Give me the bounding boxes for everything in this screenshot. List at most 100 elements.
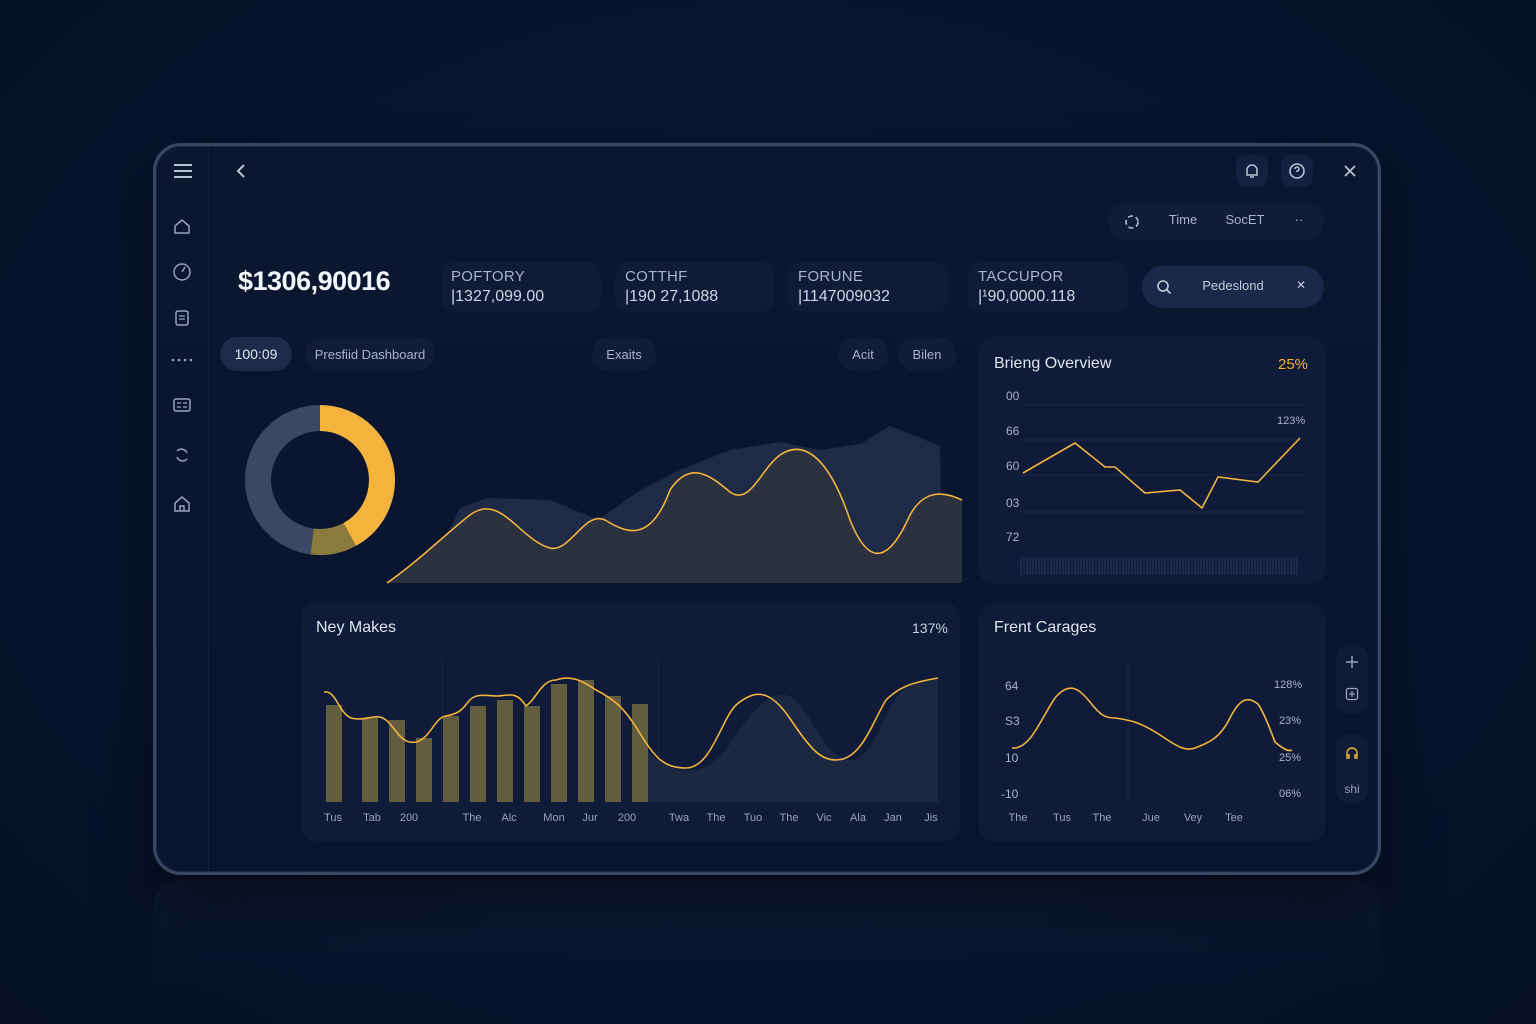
sync-icon[interactable]: [167, 440, 197, 470]
frent-line: [1011, 687, 1293, 752]
ney-makes-bar: [578, 680, 594, 802]
ney-makes-bar: [326, 705, 342, 802]
sort-toggle[interactable]: SocET: [1225, 212, 1265, 227]
stat-card[interactable]: TACCUPOR |¹90,0000.118: [968, 262, 1128, 312]
store-icon[interactable]: [167, 489, 197, 519]
refresh-icon[interactable]: [1116, 207, 1148, 237]
frent-y-label: -10: [1001, 787, 1019, 801]
ney-makes-x-label: Tab: [363, 812, 381, 824]
ney-makes-chart: [323, 658, 939, 802]
help-icon[interactable]: [1281, 155, 1313, 187]
ney-makes-x-label: Jan: [884, 812, 902, 824]
briefing-annotation: 123%: [1277, 415, 1306, 427]
export-icon[interactable]: [1338, 682, 1366, 706]
value-pill[interactable]: 100:09: [220, 337, 292, 371]
ney-makes-line: [323, 677, 939, 769]
ney-makes-x-label: Alc: [501, 812, 517, 824]
right-rail-tools: [1336, 644, 1368, 714]
ney-makes-bar: [605, 696, 621, 802]
frent-y-label: S3: [1005, 714, 1020, 728]
stat-card[interactable]: FORUNE |1147009032: [788, 262, 948, 312]
frent-x-label: Jue: [1142, 812, 1160, 824]
frent-carages-chart: [1011, 660, 1293, 805]
ney-makes-title: Ney Makes: [316, 619, 397, 636]
ney-makes-x-label: The: [779, 812, 799, 824]
briefing-y-label: 60: [1006, 459, 1020, 473]
home-icon[interactable]: [167, 211, 197, 241]
frent-x-label: Vey: [1183, 812, 1203, 824]
stat-card[interactable]: POFTORY |1327,099.00: [441, 262, 601, 312]
ney-makes-x-label: 200: [617, 812, 637, 824]
exits-pill[interactable]: Exaits: [592, 337, 656, 371]
ney-makes-x-label: Jis: [924, 812, 938, 824]
ney-makes-x-label: Vic: [816, 812, 832, 824]
briefing-y-label: 00: [1006, 389, 1020, 403]
search-box[interactable]: [1142, 266, 1324, 308]
stat-label: COTTHF: [625, 268, 688, 285]
headset-icon[interactable]: [1338, 740, 1366, 766]
ney-makes-bar: [443, 716, 459, 802]
frent-right-label: 23%: [1279, 715, 1302, 727]
stat-label: TACCUPOR: [978, 268, 1064, 285]
briefing-line-chart: [1020, 404, 1305, 575]
frent-right-label: 25%: [1279, 752, 1302, 764]
total-value: $1306,90016: [238, 266, 391, 296]
menu-icon[interactable]: [168, 158, 198, 184]
stat-value: |¹90,0000.118: [978, 288, 1076, 305]
ney-makes-bar: [524, 706, 540, 802]
bilen-pill[interactable]: Bilen: [898, 337, 956, 371]
ney-makes-x-label: Mon: [543, 812, 565, 824]
briefing-hatch: [1020, 557, 1298, 575]
time-toggle[interactable]: Time: [1168, 212, 1198, 227]
stat-label: POFTORY: [451, 268, 526, 285]
frent-y-label: 64: [1005, 679, 1019, 693]
right-rail-label: shi: [1344, 782, 1360, 796]
ney-makes-bar: [551, 684, 567, 802]
document-icon[interactable]: [167, 303, 197, 333]
briefing-y-label: 66: [1006, 424, 1020, 438]
briefing-y-label: 72: [1006, 530, 1020, 544]
briefing-panel: [979, 336, 1325, 584]
ney-makes-x-label: Ala: [850, 812, 866, 824]
act-pill[interactable]: Acit: [838, 337, 888, 371]
clock-icon[interactable]: [167, 257, 197, 287]
search-input[interactable]: Pedeslond: [1202, 278, 1264, 293]
chevron-left-icon[interactable]: [228, 158, 254, 184]
stat-value: |1327,099.00: [451, 288, 545, 305]
right-rail-user: [1336, 734, 1368, 804]
frent-right-label: 06%: [1279, 788, 1302, 800]
ney-makes-x-label: Tus: [324, 812, 342, 824]
stat-card[interactable]: COTTHF |190 27,1088: [615, 262, 775, 312]
ney-makes-x-label: The: [462, 812, 482, 824]
ney-makes-bar: [632, 704, 648, 802]
stat-label: FORUNE: [798, 268, 864, 285]
sidebar-divider: [208, 148, 209, 870]
frame-reflection: [153, 880, 1381, 1020]
search-icon[interactable]: [1152, 275, 1176, 299]
area-line: [386, 448, 963, 584]
close-icon[interactable]: [1336, 157, 1364, 185]
ney-makes-bar: [416, 738, 432, 802]
dashboard-pill[interactable]: Presfiid Dashboard: [305, 337, 435, 371]
more-button[interactable]: ··: [1294, 212, 1304, 227]
plus-icon[interactable]: [1338, 650, 1366, 674]
bell-icon[interactable]: [1236, 155, 1268, 187]
frent-y-label: 10: [1005, 751, 1019, 765]
donut-chart: [245, 405, 395, 555]
list-icon[interactable]: [167, 390, 197, 420]
briefing-pct: 25%: [1278, 356, 1309, 373]
briefing-y-label: 03: [1006, 496, 1020, 510]
more-dots-icon[interactable]: [167, 345, 197, 375]
stat-value: |1147009032: [798, 288, 890, 305]
ney-makes-x-label: The: [706, 812, 726, 824]
ney-makes-bar: [389, 720, 405, 802]
frent-x-label: The: [1092, 812, 1112, 824]
view-toggle-group: [1108, 204, 1324, 240]
ney-makes-x-label: Tuo: [743, 812, 763, 824]
area-front: [387, 449, 962, 583]
ney-makes-x-label: 200: [399, 812, 419, 824]
frent-x-label: Tee: [1225, 812, 1243, 824]
ney-makes-pct: 137%: [912, 620, 948, 636]
frent-x-label: Tus: [1053, 812, 1071, 824]
search-clear-icon[interactable]: ✕: [1295, 278, 1307, 292]
